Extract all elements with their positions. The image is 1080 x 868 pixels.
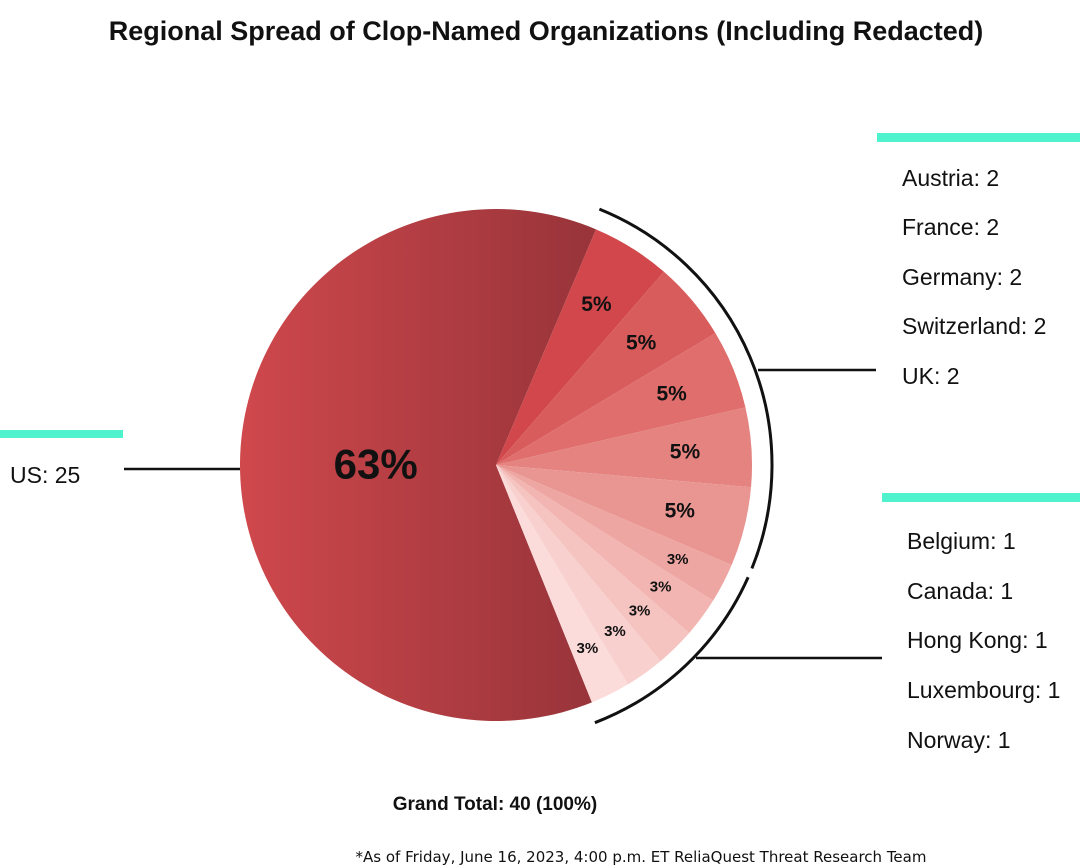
pct-label-france: 5% bbox=[626, 332, 657, 355]
legend-entry-luxembourg: Luxembourg: 1 bbox=[907, 677, 1060, 703]
chart-title: Regional Spread of Clop-Named Organizati… bbox=[109, 16, 984, 46]
accent-bar-one-each bbox=[882, 493, 1080, 502]
slice-austria bbox=[496, 229, 664, 465]
pct-label-belgium: 3% bbox=[667, 551, 689, 568]
slice-luxembourg bbox=[496, 465, 661, 685]
pie-slices bbox=[240, 209, 752, 722]
legend-entry-us: US: 25 bbox=[10, 462, 80, 488]
pct-label-us: 63% bbox=[334, 440, 418, 487]
pct-label-norway: 3% bbox=[577, 640, 599, 657]
pct-label-hong-kong: 3% bbox=[629, 603, 651, 620]
accent-bar-us bbox=[0, 430, 123, 438]
pct-label-uk: 5% bbox=[665, 499, 696, 522]
slice-norway bbox=[496, 465, 628, 703]
legend-entry-france: France: 2 bbox=[902, 214, 999, 240]
slice-hong-kong bbox=[496, 465, 690, 662]
legend-entry-switzerland: Switzerland: 2 bbox=[902, 313, 1046, 339]
pct-label-austria: 5% bbox=[581, 293, 612, 316]
legend-entry-norway: Norway: 1 bbox=[907, 727, 1011, 753]
slice-france bbox=[496, 271, 716, 465]
legend-entry-canada: Canada: 1 bbox=[907, 578, 1013, 604]
slice-canada bbox=[496, 465, 714, 633]
slice-uk bbox=[496, 465, 752, 566]
slice-belgium bbox=[496, 465, 732, 601]
legend-entry-belgium: Belgium: 1 bbox=[907, 528, 1016, 554]
footnote: *As of Friday, June 16, 2023, 4:00 p.m. … bbox=[356, 848, 927, 866]
legend-entry-hong-kong: Hong Kong: 1 bbox=[907, 627, 1048, 653]
legend-entry-austria: Austria: 2 bbox=[902, 165, 999, 191]
pct-label-germany: 5% bbox=[656, 383, 687, 406]
percentage-labels: 63%5%5%5%5%5%3%3%3%3%3% bbox=[334, 293, 701, 657]
slice-switzerland bbox=[496, 407, 752, 488]
grand-total: Grand Total: 40 (100%) bbox=[393, 794, 597, 815]
bracket-arc-one-each bbox=[594, 576, 750, 725]
pct-label-switzerland: 5% bbox=[670, 440, 701, 463]
slice-us bbox=[240, 209, 597, 722]
pct-label-luxembourg: 3% bbox=[604, 623, 626, 640]
legend-entry-uk: UK: 2 bbox=[902, 363, 960, 389]
legend-entry-germany: Germany: 2 bbox=[902, 264, 1022, 290]
slice-germany bbox=[496, 333, 746, 465]
pct-label-canada: 3% bbox=[650, 578, 672, 595]
bracket-arc-two-each bbox=[598, 207, 774, 569]
accent-bar-two-each bbox=[877, 133, 1080, 142]
